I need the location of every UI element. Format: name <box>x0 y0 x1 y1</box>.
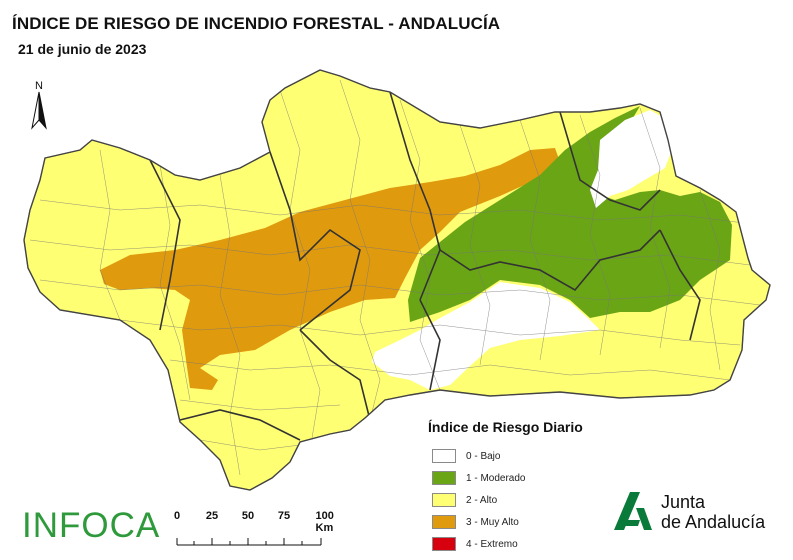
scale-bar-line <box>176 538 322 546</box>
legend-item-muy-alto: 3 - Muy Alto <box>428 511 628 533</box>
region-outline <box>23 69 771 491</box>
scale-tick-0: 0 <box>173 510 181 522</box>
legend-swatch-alto <box>432 493 456 507</box>
scale-tick-50: 50 <box>241 510 255 522</box>
map-title: ÍNDICE DE RIESGO DE INCENDIO FORESTAL - … <box>12 14 501 33</box>
scale-tick-100: 100 Km <box>315 510 334 534</box>
legend-label-muy-alto: 3 - Muy Alto <box>466 516 519 528</box>
region-bajo-central <box>515 290 570 320</box>
infoca-logo: INFOCA <box>22 506 161 545</box>
scale-bar: 0 25 50 75 100 Km <box>165 510 365 550</box>
legend-label-extremo: 4 - Extremo <box>466 538 518 550</box>
scale-tick-75: 75 <box>277 510 291 522</box>
legend-label-alto: 2 - Alto <box>466 494 498 506</box>
region-moderado <box>408 106 732 322</box>
junta-andalucia-wordmark: Junta de Andalucía <box>661 492 765 532</box>
legend-item-bajo: 0 - Bajo <box>428 445 628 467</box>
region-bajo-east <box>590 110 672 208</box>
legend: Índice de Riesgo Diario 0 - Bajo 1 - Mod… <box>428 419 628 555</box>
municipal-boundaries <box>29 79 761 476</box>
legend-item-moderado: 1 - Moderado <box>428 467 628 489</box>
legend-title: Índice de Riesgo Diario <box>428 419 583 435</box>
legend-item-extremo: 4 - Extremo <box>428 533 628 555</box>
north-arrow: N <box>26 80 52 136</box>
junta-andalucia-icon <box>614 492 652 530</box>
north-arrow-letter: N <box>35 80 43 92</box>
legend-swatch-moderado <box>432 471 456 485</box>
scale-tick-25: 25 <box>205 510 219 522</box>
province-boundaries <box>149 91 701 441</box>
legend-swatch-extremo <box>432 537 456 551</box>
legend-label-bajo: 0 - Bajo <box>466 450 501 462</box>
legend-swatch-bajo <box>432 449 456 463</box>
region-muy-alto <box>100 148 560 390</box>
legend-label-moderado: 1 - Moderado <box>466 472 526 484</box>
map-date: 21 de junio de 2023 <box>18 41 147 57</box>
legend-swatch-muy-alto <box>432 515 456 529</box>
north-arrow-icon <box>31 91 47 130</box>
junta-line2: de Andalucía <box>661 512 766 532</box>
junta-line1: Junta <box>661 492 706 512</box>
legend-item-alto: 2 - Alto <box>428 489 628 511</box>
